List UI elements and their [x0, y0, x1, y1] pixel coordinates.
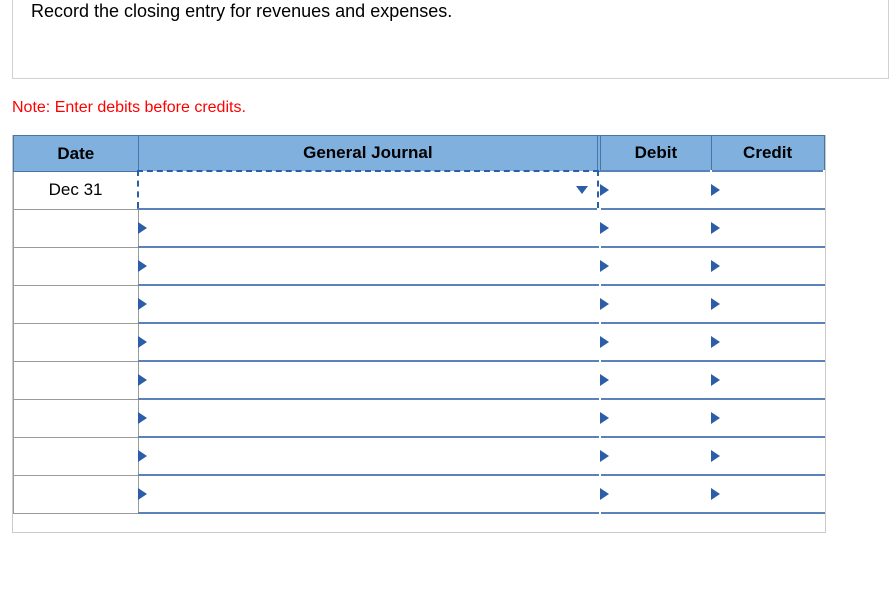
credit-cell[interactable] — [711, 323, 824, 361]
table-row: Dec 31 — [14, 171, 825, 209]
general-journal-cell[interactable] — [138, 323, 597, 361]
debit-cell[interactable] — [601, 475, 712, 513]
date-cell[interactable] — [14, 285, 139, 323]
chevron-down-icon[interactable] — [571, 180, 593, 200]
debit-cell[interactable] — [601, 361, 712, 399]
general-journal-cell[interactable] — [138, 247, 597, 285]
credit-cell[interactable] — [711, 475, 824, 513]
credit-cell[interactable] — [711, 285, 824, 323]
table-body: Dec 31 — [14, 171, 825, 513]
table-row — [14, 399, 825, 437]
general-journal-dropdown[interactable] — [138, 171, 597, 209]
header-debit: Debit — [601, 136, 712, 172]
table-row — [14, 209, 825, 247]
table-row — [14, 437, 825, 475]
date-cell[interactable]: Dec 31 — [14, 171, 139, 209]
debit-cell[interactable] — [601, 209, 712, 247]
instruction-panel: Record the closing entry for revenues an… — [12, 0, 889, 79]
debit-cell[interactable] — [601, 285, 712, 323]
date-cell[interactable] — [14, 247, 139, 285]
journal-table: Date General Journal Debit Credit Dec 31 — [13, 135, 825, 514]
date-cell[interactable] — [14, 475, 139, 513]
header-general-journal: General Journal — [138, 136, 597, 172]
general-journal-cell[interactable] — [138, 437, 597, 475]
date-cell[interactable] — [14, 437, 139, 475]
header-date: Date — [14, 136, 139, 172]
general-journal-cell[interactable] — [138, 399, 597, 437]
date-cell[interactable] — [14, 323, 139, 361]
general-journal-cell[interactable] — [138, 361, 597, 399]
debit-cell[interactable] — [601, 247, 712, 285]
debit-cell[interactable] — [601, 323, 712, 361]
table-row — [14, 475, 825, 513]
note-text: Note: Enter debits before credits. — [12, 99, 894, 117]
table-row — [14, 247, 825, 285]
general-journal-cell[interactable] — [138, 475, 597, 513]
table-header-row: Date General Journal Debit Credit — [14, 136, 825, 172]
credit-cell[interactable] — [711, 361, 824, 399]
table-row — [14, 361, 825, 399]
instruction-text: Record the closing entry for revenues an… — [31, 0, 873, 23]
credit-cell[interactable] — [711, 437, 824, 475]
date-cell[interactable] — [14, 209, 139, 247]
date-cell[interactable] — [14, 399, 139, 437]
date-cell[interactable] — [14, 361, 139, 399]
credit-cell[interactable] — [711, 247, 824, 285]
journal-table-wrap: Date General Journal Debit Credit Dec 31 — [12, 135, 826, 533]
debit-cell[interactable] — [601, 399, 712, 437]
table-row — [14, 323, 825, 361]
header-credit: Credit — [711, 136, 824, 172]
table-row — [14, 285, 825, 323]
credit-cell[interactable] — [711, 171, 824, 209]
debit-cell[interactable] — [601, 171, 712, 209]
general-journal-cell[interactable] — [138, 209, 597, 247]
debit-cell[interactable] — [601, 437, 712, 475]
general-journal-cell[interactable] — [138, 285, 597, 323]
credit-cell[interactable] — [711, 209, 824, 247]
credit-cell[interactable] — [711, 399, 824, 437]
